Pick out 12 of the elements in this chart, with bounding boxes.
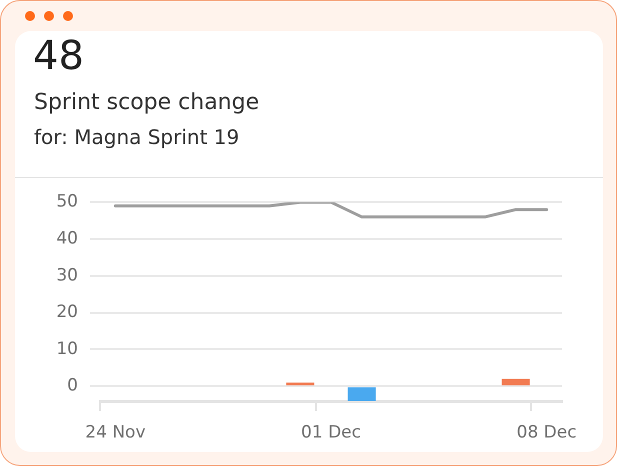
- y-tick-label: 20: [56, 302, 78, 322]
- y-tick-label: 0: [67, 376, 78, 396]
- y-tick-label: 30: [56, 265, 78, 286]
- chart-title: Sprint scope change: [34, 89, 260, 117]
- y-tick-label: 40: [56, 228, 78, 248]
- x-tick-label: 01 Dec: [301, 422, 361, 443]
- y-tick-label: 50: [56, 192, 78, 212]
- x-tick-label: 24 Nov: [85, 422, 146, 443]
- text: 48: [33, 32, 84, 80]
- x-tick-label: 08 Dec: [516, 422, 577, 443]
- chart-subtitle: for: Magna Sprint 19: [34, 124, 240, 150]
- y-tick-label: 10: [56, 338, 78, 359]
